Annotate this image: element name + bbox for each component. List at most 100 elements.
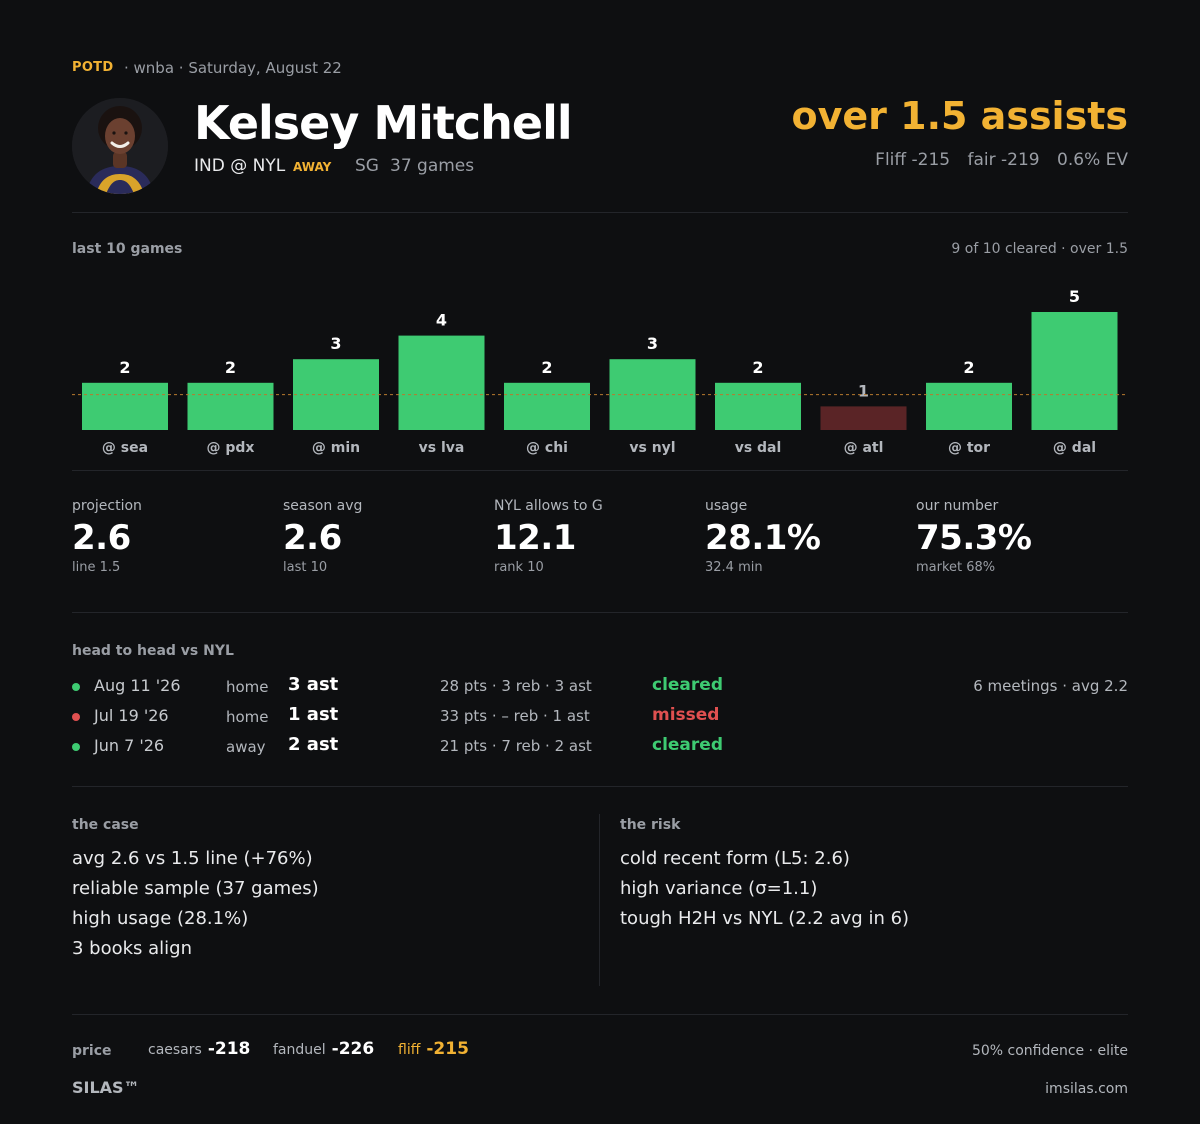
book-odds: -226: [331, 1039, 375, 1059]
h2h-venue: home: [226, 708, 269, 726]
risk-item: cold recent form (L5: 2.6): [620, 848, 850, 869]
h2h-row: Jun 7 '26 away 2 ast 21 pts · 7 reb · 2 …: [72, 734, 1128, 758]
stat-label: season avg: [283, 498, 363, 514]
stat-sub: line 1.5: [72, 560, 121, 575]
case-item: avg 2.6 vs 1.5 line (+76%): [72, 848, 313, 869]
bar-value-label: 2: [119, 358, 130, 377]
x-tick-label: @ chi: [526, 440, 568, 456]
h2h-title: head to head vs NYL: [72, 643, 234, 659]
bar-value-label: 1: [858, 381, 869, 400]
divider: [72, 612, 1128, 613]
h2h-assists: 3 ast: [288, 674, 339, 695]
h2h-date: Aug 11 '26: [94, 676, 181, 695]
h2h-venue: home: [226, 678, 269, 696]
risk-list: cold recent form (L5: 2.6) high variance…: [620, 844, 909, 934]
stat-value: 12.1: [494, 518, 576, 558]
stat-projection: projection 2.6 line 1.5: [72, 498, 272, 575]
x-tick-label: @ tor: [948, 440, 990, 456]
stat-usage: usage 28.1% 32.4 min: [705, 498, 905, 575]
chart-bar: [1031, 312, 1118, 430]
fair-price: fair -219: [967, 150, 1040, 170]
status-dot: [72, 713, 80, 721]
player-name: Kelsey Mitchell: [194, 96, 573, 150]
last-10-games-chart: 2 @ sea 2 @ pdx 3 @ min 4 vs lva 2 @ chi 3 vs nyl 2 v…: [72, 287, 1128, 456]
chart-bar: [926, 382, 1012, 430]
bar-value-label: 2: [752, 358, 763, 377]
book-name: fanduel: [273, 1042, 326, 1058]
chart-bar: [609, 359, 696, 430]
stat-value: 2.6: [72, 518, 131, 558]
stat-label: our number: [916, 498, 999, 514]
chart-bar: [504, 382, 590, 430]
stat-value: 75.3%: [916, 518, 1032, 558]
risk-item: high variance (σ=1.1): [620, 878, 818, 899]
chart-bar: [715, 382, 801, 430]
chart-title: last 10 games: [72, 241, 183, 257]
pick-title: over 1.5 assists: [791, 94, 1128, 138]
player-photo-icon: [72, 98, 168, 194]
stat-sub: market 68%: [916, 560, 996, 575]
h2h-date: Jun 7 '26: [94, 736, 165, 755]
player-avatar: [72, 98, 168, 194]
x-tick-label: vs lva: [419, 440, 465, 456]
risk-item: tough H2H vs NYL (2.2 avg in 6): [620, 908, 910, 929]
stat-our-number: our number 75.3% market 68%: [916, 498, 1116, 575]
stat-label: usage: [705, 498, 748, 514]
bar-value-label: 2: [541, 358, 552, 377]
h2h-statline: 33 pts · – reb · 1 ast: [440, 707, 590, 725]
chart-bar: [820, 406, 907, 430]
h2h-result: missed: [652, 705, 720, 725]
book-fanduel: fanduel -226: [273, 1039, 374, 1059]
x-tick-label: vs dal: [735, 440, 782, 456]
book-odds: -218: [207, 1039, 251, 1059]
h2h-assists: 2 ast: [288, 734, 339, 755]
divider: [72, 786, 1128, 787]
potd-badge: POTD: [72, 60, 114, 75]
x-tick-label: @ sea: [102, 440, 148, 456]
site-link[interactable]: imsilas.com: [1045, 1081, 1128, 1097]
risk-title: the risk: [620, 817, 681, 833]
h2h-statline: 21 pts · 7 reb · 2 ast: [440, 737, 592, 755]
bar-value-label: 2: [225, 358, 236, 377]
stat-season-avg: season avg 2.6 last 10: [283, 498, 483, 575]
h2h-assists: 1 ast: [288, 704, 339, 725]
h2h-date: Jul 19 '26: [94, 706, 169, 725]
stat-label: projection: [72, 498, 142, 514]
book-price: Fliff -215: [875, 150, 951, 170]
game-meta: · wnba · Saturday, August 22: [124, 59, 342, 77]
h2h-result: cleared: [652, 675, 723, 695]
case-item: 3 books align: [72, 938, 193, 959]
book-name: fliff: [398, 1042, 421, 1058]
stat-sub: 32.4 min: [705, 560, 763, 575]
bar-value-label: 4: [436, 311, 447, 330]
bar-value-label: 3: [647, 334, 658, 353]
confidence: 50% confidence · elite: [971, 1043, 1128, 1059]
case-item: high usage (28.1%): [72, 908, 249, 929]
games-count: 37 games: [390, 156, 475, 176]
book-odds: -215: [426, 1039, 469, 1059]
h2h-result: cleared: [652, 735, 723, 755]
x-tick-label: vs nyl: [629, 440, 675, 456]
chart-bar: [398, 335, 485, 430]
book-fliff: fliff -215: [398, 1039, 469, 1059]
chart-bar: [187, 382, 274, 430]
stat-opponent-allows: NYL allows to G 12.1 rank 10: [494, 498, 694, 575]
stat-sub: last 10: [283, 560, 328, 575]
player-position: SG: [355, 156, 379, 176]
x-tick-label: @ pdx: [207, 440, 255, 456]
brand-logo: SILAS™: [72, 1078, 140, 1097]
case-list: avg 2.6 vs 1.5 line (+76%) reliable samp…: [72, 844, 319, 964]
stat-label: NYL allows to G: [494, 498, 603, 514]
status-dot: [72, 683, 80, 691]
away-tag: AWAY: [293, 160, 332, 174]
divider: [72, 470, 1128, 471]
matchup: IND @ NYL: [194, 156, 286, 176]
case-title: the case: [72, 817, 139, 833]
x-tick-label: @ atl: [844, 440, 884, 456]
h2h-venue: away: [226, 738, 266, 756]
chart-bar: [82, 382, 168, 430]
bar-value-label: 3: [330, 334, 341, 353]
pick-odds: Fliff -215 fair -219 0.6% EV: [863, 150, 1128, 170]
stat-value: 28.1%: [705, 518, 821, 558]
h2h-row: Aug 11 '26 home 3 ast 28 pts · 3 reb · 3…: [72, 674, 1128, 698]
